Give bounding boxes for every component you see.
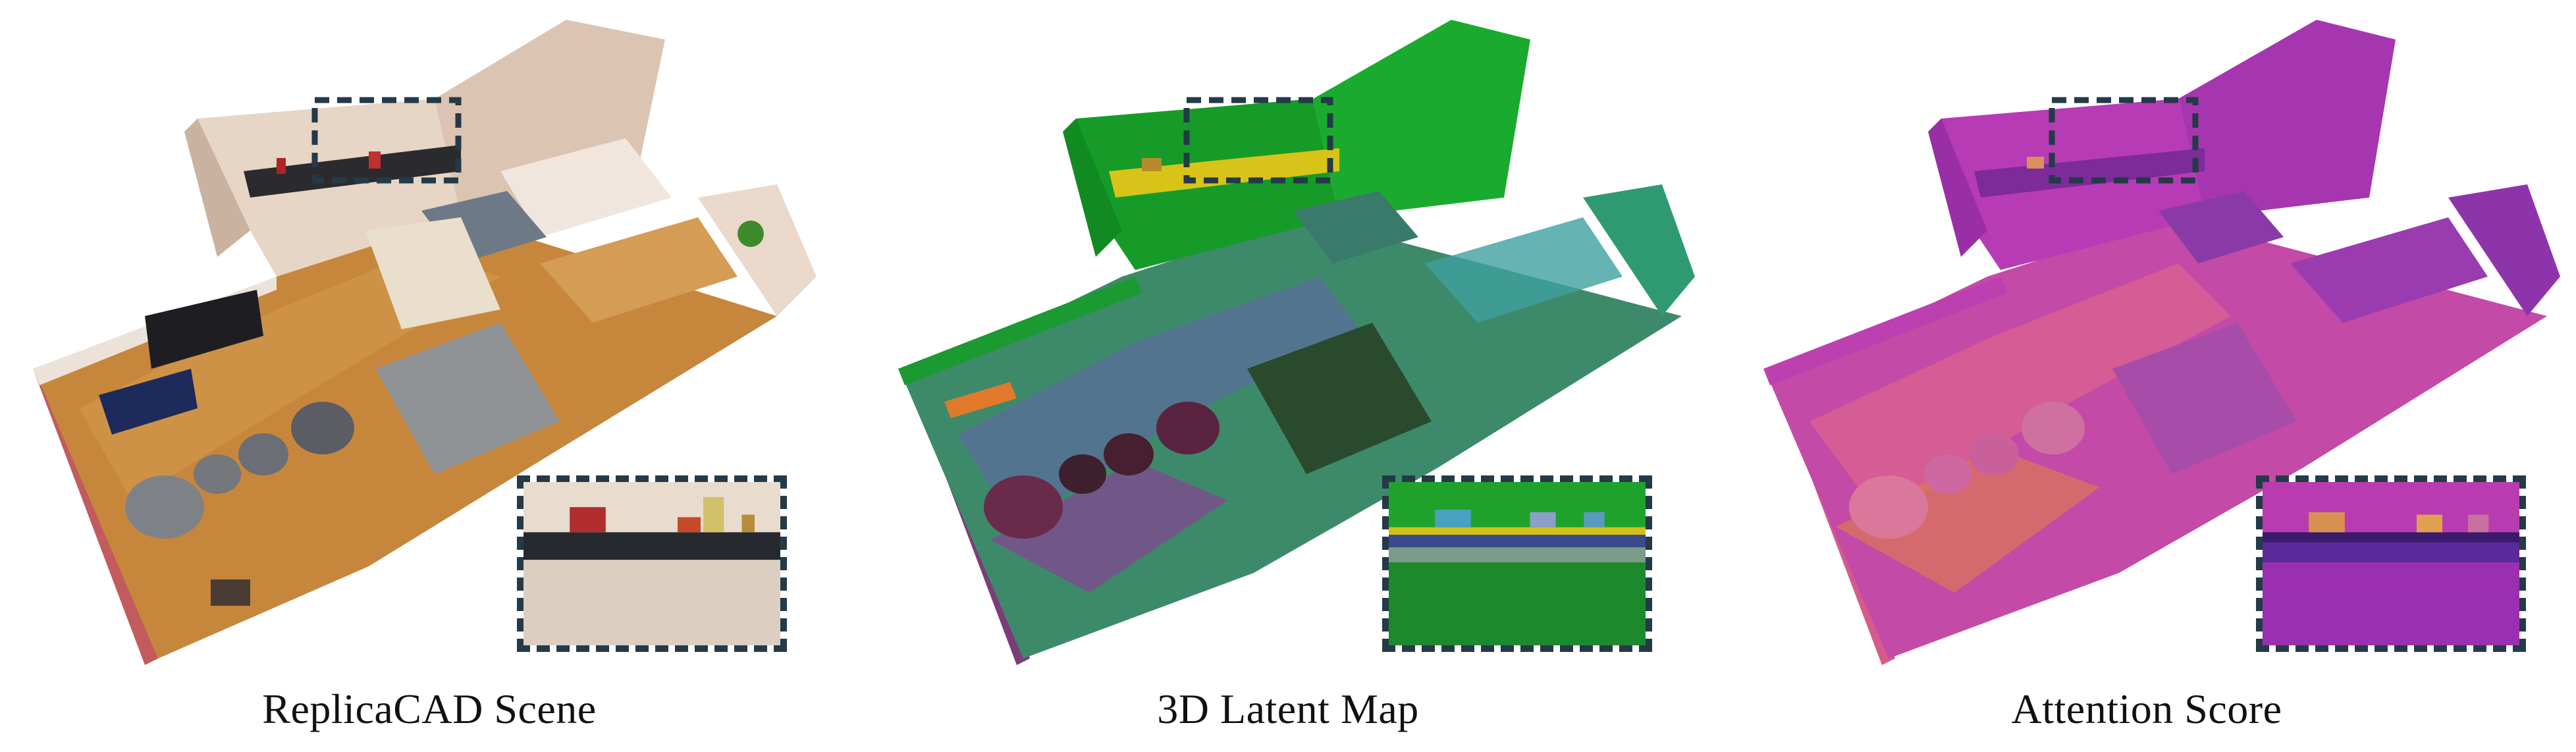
panel-attention-score: Attention Score: [1717, 0, 2576, 752]
replicacad-zoom-inset: [517, 475, 787, 652]
replicacad-scene-render: [33, 20, 817, 665]
panel-3d-latent-map: 3D Latent Map: [859, 0, 1717, 752]
latent-map-zoom-inset: [1382, 475, 1652, 652]
latent-map-render: [898, 20, 1695, 665]
caption-replicacad-scene: ReplicaCAD Scene: [262, 685, 597, 732]
panel-replicacad-scene: ReplicaCAD Scene: [0, 0, 859, 752]
attention-score-zoom-inset: [2256, 475, 2526, 652]
caption-attention-score: Attention Score: [2011, 685, 2282, 732]
attention-score-render: [1763, 20, 2560, 665]
caption-3d-latent-map: 3D Latent Map: [1157, 685, 1419, 732]
